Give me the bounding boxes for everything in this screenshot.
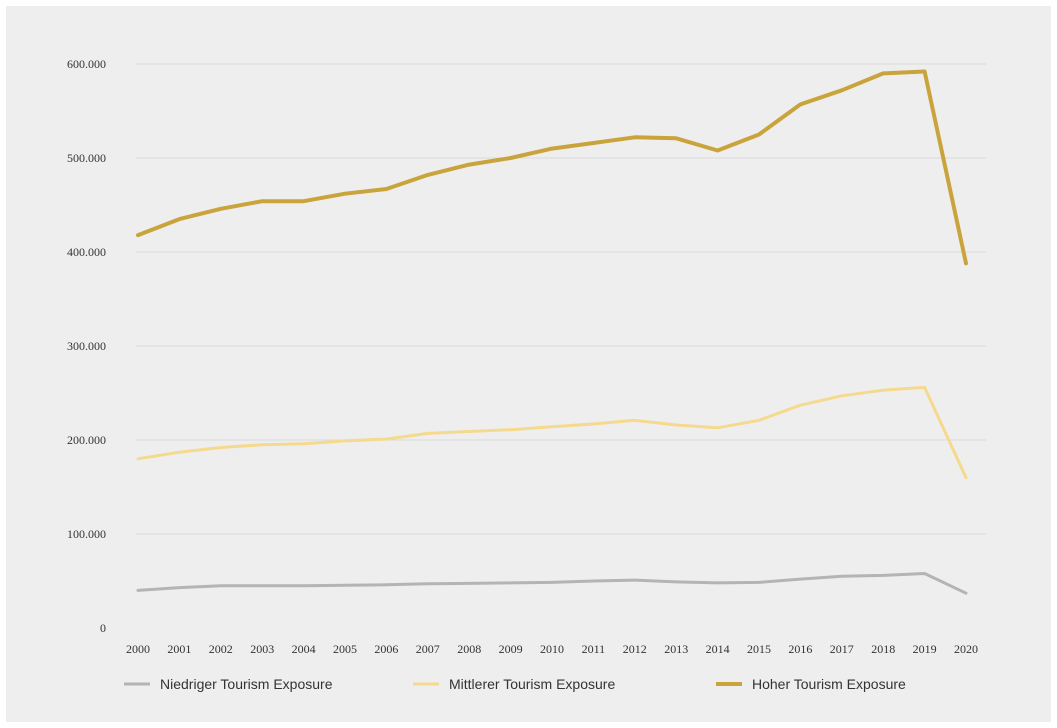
x-tick-label: 2019 [913,642,937,656]
x-tick-label: 2020 [954,642,978,656]
series-line [136,385,968,480]
legend-label: Hoher Tourism Exposure [752,676,906,692]
x-tick-label: 2017 [830,642,854,656]
x-tick-label: 2002 [209,642,233,656]
y-tick-label: 500.000 [67,151,106,165]
x-tick-label: 2010 [540,642,564,656]
y-tick-label: 100.000 [67,527,106,541]
x-tick-label: 2008 [457,642,481,656]
x-tick-label: 2000 [126,642,150,656]
series-line [136,572,968,595]
y-axis-ticks: 0 100.000 200.000 300.000 400.000 500.000 600.… [67,57,106,635]
x-tick-label: 2013 [664,642,688,656]
x-tick-label: 2005 [333,642,357,656]
x-tick-label: 2011 [582,642,606,656]
x-tick-label: 2016 [788,642,812,656]
x-tick-label: 2001 [167,642,191,656]
x-tick-label: 2018 [871,642,895,656]
legend-label: Niedriger Tourism Exposure [160,676,333,692]
x-tick-label: 2009 [499,642,523,656]
gridlines [136,63,986,535]
series-line [136,69,968,266]
x-tick-label: 2014 [706,642,730,656]
series-lines [136,69,968,595]
y-tick-label: 200.000 [67,433,106,447]
y-tick-label: 600.000 [67,57,106,71]
y-tick-label: 0 [100,621,106,635]
x-tick-label: 2003 [250,642,274,656]
x-tick-label: 2012 [623,642,647,656]
legend-label: Mittlerer Tourism Exposure [449,676,615,692]
legend: Niedriger Tourism Exposure Mittlerer Tour… [124,676,906,692]
x-tick-label: 2015 [747,642,771,656]
line-chart: 0 100.000 200.000 300.000 400.000 500.000 600.… [67,57,986,692]
chart-panel: 0 100.000 200.000 300.000 400.000 500.000 600.… [6,6,1051,722]
y-tick-label: 300.000 [67,339,106,353]
x-axis-ticks: 2000 2001 2002 2003 2004 2005 2006 2007 2008 2009… [126,642,978,656]
x-tick-label: 2006 [374,642,398,656]
x-tick-label: 2004 [292,642,316,656]
y-tick-label: 400.000 [67,245,106,259]
x-tick-label: 2007 [416,642,440,656]
